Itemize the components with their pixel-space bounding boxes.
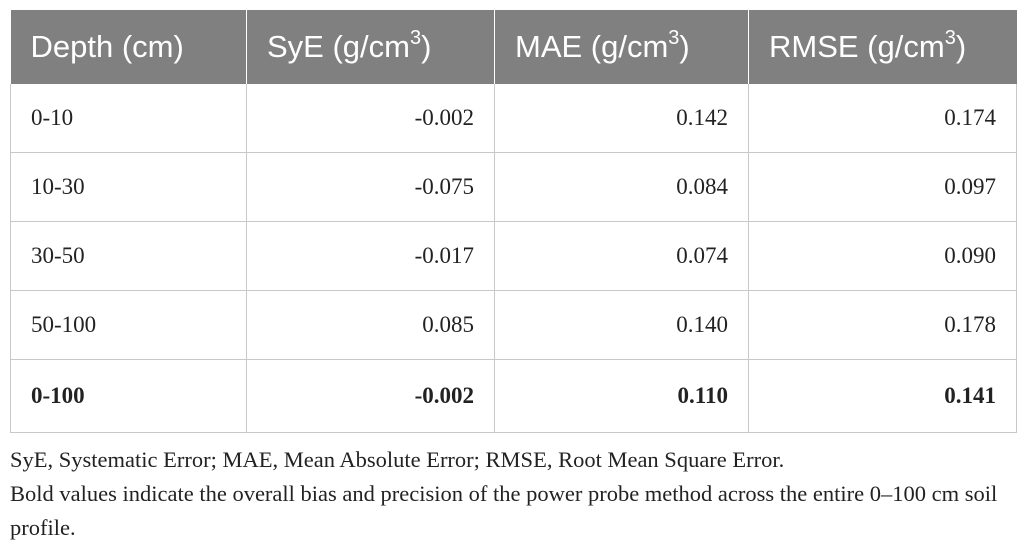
cell-mae: 0.140 [494, 290, 749, 360]
cell-rmse: 0.178 [748, 290, 1017, 360]
header-rmse: RMSE (g/cm3) [748, 10, 1017, 84]
header-mae-close: ) [679, 29, 690, 64]
header-depth: Depth (cm) [10, 10, 247, 84]
bold-values-note: Bold values indicate the overall bias an… [10, 481, 998, 540]
table-header: Depth (cm) SyE (g/cm3) MAE (g/cm3) RMSE … [10, 10, 1017, 84]
table-row: 30-50 -0.017 0.074 0.090 [10, 221, 1017, 291]
cell-sye: -0.017 [246, 221, 495, 291]
cell-sye: -0.002 [246, 359, 495, 433]
results-table-container: Depth (cm) SyE (g/cm3) MAE (g/cm3) RMSE … [10, 10, 1017, 433]
header-rmse-label: RMSE (g/cm [769, 29, 945, 64]
header-mae-exponent: 3 [668, 27, 680, 49]
header-rmse-close: ) [955, 29, 967, 64]
table-row: 50-100 0.085 0.140 0.178 [10, 290, 1017, 360]
cell-rmse: 0.174 [748, 84, 1017, 153]
cell-rmse: 0.097 [748, 152, 1017, 222]
header-sye-label: SyE (g/cm [267, 29, 410, 64]
header-depth-label: Depth (cm) [30, 29, 184, 64]
table-body: 0-10 -0.002 0.142 0.174 10-30 -0.075 0.0… [10, 84, 1017, 433]
cell-mae: 0.074 [494, 221, 749, 291]
cell-sye: -0.002 [246, 84, 495, 153]
cell-depth: 0-10 [10, 84, 247, 153]
header-sye: SyE (g/cm3) [246, 10, 495, 84]
cell-rmse: 0.090 [748, 221, 1017, 291]
table-row: 10-30 -0.075 0.084 0.097 [10, 152, 1017, 222]
table-row-total: 0-100 -0.002 0.110 0.141 [10, 359, 1017, 433]
header-mae: MAE (g/cm3) [494, 10, 749, 84]
cell-depth: 10-30 [10, 152, 247, 222]
header-mae-label: MAE (g/cm [515, 29, 669, 64]
cell-sye: -0.075 [246, 152, 495, 222]
cell-mae: 0.084 [494, 152, 749, 222]
cell-depth: 50-100 [10, 290, 247, 360]
abbreviations-note: SyE, Systematic Error; MAE, Mean Absolut… [10, 447, 785, 472]
header-sye-exponent: 3 [409, 27, 422, 49]
cell-depth: 0-100 [10, 359, 247, 433]
header-row: Depth (cm) SyE (g/cm3) MAE (g/cm3) RMSE … [10, 10, 1017, 84]
header-sye-close: ) [421, 29, 432, 64]
error-metrics-table: Depth (cm) SyE (g/cm3) MAE (g/cm3) RMSE … [10, 10, 1017, 433]
header-rmse-exponent: 3 [944, 27, 956, 49]
table-row: 0-10 -0.002 0.142 0.174 [10, 84, 1017, 153]
cell-mae: 0.142 [494, 84, 749, 153]
cell-sye: 0.085 [246, 290, 495, 360]
table-footnotes: SyE, Systematic Error; MAE, Mean Absolut… [10, 443, 1020, 545]
cell-rmse: 0.141 [748, 359, 1017, 433]
cell-depth: 30-50 [10, 221, 247, 291]
cell-mae: 0.110 [494, 359, 749, 433]
